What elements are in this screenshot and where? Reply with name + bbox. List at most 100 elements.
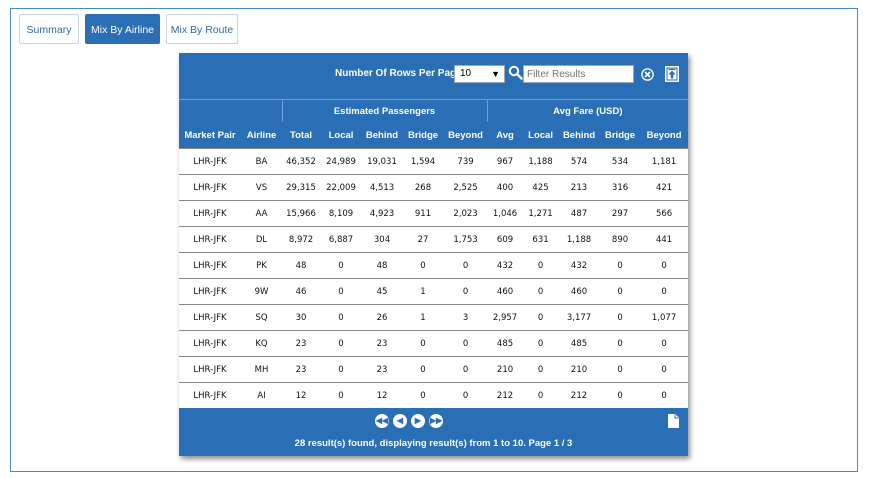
last-page-icon[interactable]: ▶▶ (429, 414, 443, 428)
table-cell: 304 (362, 226, 402, 253)
table-cell: LHR-JFK (179, 278, 241, 305)
table-cell: 210 (487, 356, 524, 383)
column-header-avg[interactable]: Avg (487, 122, 524, 149)
table-cell: 30 (282, 304, 320, 331)
table-cell: 268 (402, 174, 444, 201)
table-cell: 460 (487, 278, 524, 305)
table-cell: 46 (282, 278, 320, 305)
table-cell: AI (241, 382, 282, 408)
table-cell: 213 (558, 174, 601, 201)
table-cell: 0 (444, 382, 488, 408)
table-cell: 22,009 (320, 174, 362, 201)
document-icon[interactable] (668, 414, 679, 428)
table-cell: 0 (600, 252, 641, 279)
table-row: LHR-JFK SQ 30 0 26 1 3 2,957 0 3,177 0 1,077 (179, 304, 689, 331)
table-cell: 26 (362, 304, 402, 331)
table-row: LHR-JFK PK 48 0 48 0 0 432 0 432 0 0 (179, 252, 689, 279)
table-cell: LHR-JFK (179, 148, 241, 175)
table-cell: 0 (523, 252, 559, 279)
next-page-icon[interactable]: ▶ (411, 414, 425, 428)
table-cell: 0 (600, 356, 641, 383)
tab-summary[interactable]: Summary (19, 14, 79, 44)
results-panel: Number Of Rows Per Page 10 ▼ (179, 53, 689, 456)
table-cell: 1,594 (402, 148, 444, 175)
table-cell: 23 (362, 356, 402, 383)
table-cell: 48 (282, 252, 320, 279)
table-cell: 2,525 (444, 174, 488, 201)
table-cell: 8,972 (282, 226, 320, 253)
table-cell: 210 (558, 356, 601, 383)
search-icon[interactable] (508, 65, 523, 80)
table-cell: 19,031 (362, 148, 402, 175)
column-header-fare-bridge[interactable]: Bridge (600, 122, 641, 149)
filter-results-input[interactable] (523, 65, 634, 83)
dropdown-caret-icon: ▼ (491, 69, 500, 79)
first-page-icon[interactable]: ◀◀ (375, 414, 389, 428)
table-cell: 4,923 (362, 200, 402, 227)
table-cell: 27 (402, 226, 444, 253)
table-cell: 0 (320, 330, 362, 357)
table-row: LHR-JFK AA 15,966 8,109 4,923 911 2,023 1,046 1,… (179, 200, 689, 227)
table-cell: KQ (241, 330, 282, 357)
table-cell: 425 (523, 174, 559, 201)
table-cell: 0 (640, 356, 689, 383)
table-cell: 0 (444, 330, 488, 357)
table-cell: 0 (402, 356, 444, 383)
table-cell: 212 (558, 382, 601, 408)
column-header-bridge[interactable]: Bridge (402, 122, 444, 149)
table-cell: 15,966 (282, 200, 320, 227)
table-cell: 1,181 (640, 148, 689, 175)
column-header-behind[interactable]: Behind (362, 122, 402, 149)
table-cell: 23 (282, 356, 320, 383)
table-cell: 23 (282, 330, 320, 357)
column-header-airline[interactable]: Airline (241, 122, 282, 149)
column-header-beyond[interactable]: Beyond (444, 122, 488, 149)
clear-filter-icon[interactable] (640, 67, 655, 82)
column-header-fare-local[interactable]: Local (523, 122, 559, 149)
table-cell: 29,315 (282, 174, 320, 201)
export-up-icon[interactable] (665, 66, 679, 82)
column-header-total[interactable]: Total (282, 122, 320, 149)
table-cell: 421 (640, 174, 689, 201)
table-cell: 9W (241, 278, 282, 305)
column-header-fare-beyond[interactable]: Beyond (640, 122, 689, 149)
table-cell: 2,023 (444, 200, 488, 227)
table-cell: 0 (600, 330, 641, 357)
group-header-passengers: Estimated Passengers (281, 99, 488, 122)
table-row: LHR-JFK VS 29,315 22,009 4,513 268 2,525 400 425… (179, 174, 689, 201)
table-cell: VS (241, 174, 282, 201)
column-header-market-pair[interactable]: Market Pair (179, 122, 241, 149)
table-cell: 574 (558, 148, 601, 175)
tab-mix-by-route[interactable]: Mix By Route (166, 14, 238, 44)
airline-mix-table: Estimated Passengers Avg Fare (USD) Mark… (179, 99, 689, 408)
pagination-controls: ◀◀ ◀ ▶ ▶▶ (375, 414, 443, 428)
table-cell: 24,989 (320, 148, 362, 175)
table-cell: 0 (444, 252, 488, 279)
table-cell: 0 (523, 382, 559, 408)
column-header-local[interactable]: Local (320, 122, 362, 149)
header-spacer (179, 99, 282, 122)
table-cell: 0 (444, 356, 488, 383)
table-row: LHR-JFK BA 46,352 24,989 19,031 1,594 739 967 1,… (179, 148, 689, 175)
table-cell: 0 (320, 356, 362, 383)
table-cell: 432 (558, 252, 601, 279)
rows-per-page-select[interactable]: 10 ▼ (454, 65, 505, 83)
tab-mix-by-airline[interactable]: Mix By Airline (85, 14, 160, 44)
table-cell: 12 (282, 382, 320, 408)
table-cell: LHR-JFK (179, 356, 241, 383)
table-cell: 432 (487, 252, 524, 279)
table-cell: 400 (487, 174, 524, 201)
results-status-text: 28 result(s) found, displaying result(s)… (294, 438, 573, 449)
table-cell: LHR-JFK (179, 226, 241, 253)
prev-page-icon[interactable]: ◀ (393, 414, 407, 428)
table-cell: 0 (523, 356, 559, 383)
table-cell: 0 (640, 252, 689, 279)
table-cell: 487 (558, 200, 601, 227)
table-cell: 631 (523, 226, 559, 253)
table-cell: 6,887 (320, 226, 362, 253)
column-header-fare-behind[interactable]: Behind (558, 122, 601, 149)
table-cell: 48 (362, 252, 402, 279)
table-cell: 0 (523, 278, 559, 305)
table-cell: 0 (320, 278, 362, 305)
table-row: LHR-JFK AI 12 0 12 0 0 212 0 212 0 0 (179, 382, 689, 408)
